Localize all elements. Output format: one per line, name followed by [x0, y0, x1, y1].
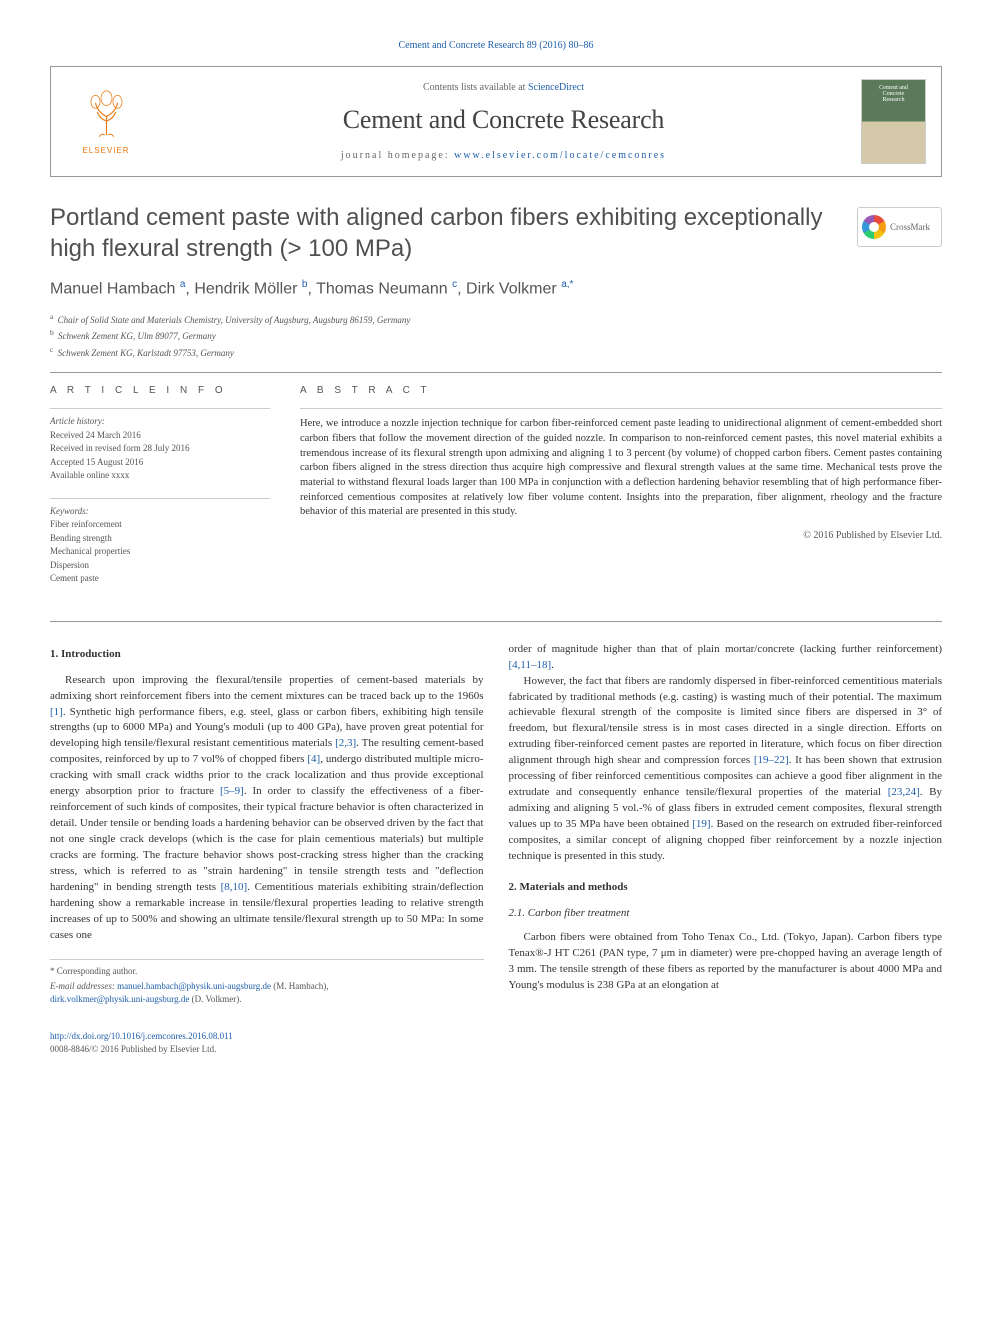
col2-paragraph-2: However, the fact that fibers are random… — [509, 674, 943, 865]
journal-cover-thumbnail: Cement and Concrete Research — [861, 79, 926, 164]
journal-name: Cement and Concrete Research — [146, 105, 861, 135]
email-1-name: (M. Hambach), — [273, 981, 328, 991]
author-1: Manuel Hambach — [50, 281, 175, 298]
sciencedirect-link[interactable]: ScienceDirect — [528, 82, 584, 93]
ref-23-24[interactable]: [23,24] — [888, 786, 920, 798]
doi-section: http://dx.doi.org/10.1016/j.cemconres.20… — [50, 1030, 484, 1056]
elsevier-text: ELSEVIER — [82, 146, 129, 155]
article-info-column: A R T I C L E I N F O Article history: R… — [50, 385, 270, 601]
email-line-2: dirk.volkmer@physik.uni-augsburg.de (D. … — [50, 993, 484, 1006]
author-2-sup[interactable]: b — [302, 279, 308, 290]
affiliation-a: a Chair of Solid State and Materials Che… — [50, 311, 942, 328]
article-title: Portland cement paste with aligned carbo… — [50, 202, 942, 264]
ref-19-22[interactable]: [19–22] — [754, 754, 789, 766]
contents-line: Contents lists available at ScienceDirec… — [146, 82, 861, 93]
top-citation-link[interactable]: Cement and Concrete Research 89 (2016) 8… — [50, 40, 942, 51]
email-2-name: (D. Volkmer). — [192, 994, 242, 1004]
intro-heading: 1. Introduction — [50, 647, 484, 663]
keywords-block: Keywords: Fiber reinforcement Bending st… — [50, 498, 270, 586]
elsevier-tree-icon — [79, 89, 134, 144]
online-date: Available online xxxx — [50, 469, 270, 483]
author-1-sup[interactable]: a — [180, 279, 186, 290]
cover-line3: Research — [883, 97, 905, 103]
ref-8-10[interactable]: [8,10] — [221, 881, 248, 893]
title-section: Portland cement paste with aligned carbo… — [50, 202, 942, 264]
contents-prefix: Contents lists available at — [423, 82, 525, 93]
journal-header: ELSEVIER Contents lists available at Sci… — [50, 66, 942, 177]
abstract-heading: A B S T R A C T — [300, 385, 942, 396]
accepted-date: Accepted 15 August 2016 — [50, 456, 270, 470]
body-columns: 1. Introduction Research upon improving … — [50, 642, 942, 1057]
article-info-heading: A R T I C L E I N F O — [50, 385, 270, 396]
keyword-2: Bending strength — [50, 532, 270, 546]
affiliations: a Chair of Solid State and Materials Che… — [50, 311, 942, 361]
page-container: Cement and Concrete Research 89 (2016) 8… — [0, 0, 992, 1096]
journal-homepage: journal homepage: www.elsevier.com/locat… — [146, 150, 861, 161]
keyword-4: Dispersion — [50, 559, 270, 573]
author-2: Hendrik Möller — [194, 281, 297, 298]
ref-19[interactable]: [19] — [692, 818, 710, 830]
email-2[interactable]: dirk.volkmer@physik.uni-augsburg.de — [50, 994, 189, 1004]
abstract-copyright: © 2016 Published by Elsevier Ltd. — [300, 530, 942, 541]
ref-4-11-18[interactable]: [4,11–18] — [509, 659, 552, 671]
email-line: E-mail addresses: manuel.hambach@physik.… — [50, 980, 484, 993]
ref-4[interactable]: [4] — [307, 753, 320, 765]
email-1[interactable]: manuel.hambach@physik.uni-augsburg.de — [117, 981, 271, 991]
ref-2-3[interactable]: [2,3] — [335, 737, 356, 749]
info-abstract-row: A R T I C L E I N F O Article history: R… — [50, 385, 942, 601]
issn-line: 0008-8846/© 2016 Published by Elsevier L… — [50, 1043, 484, 1056]
methods-paragraph-1: Carbon fibers were obtained from Toho Te… — [509, 930, 943, 994]
authors-line: Manuel Hambach a, Hendrik Möller b, Thom… — [50, 279, 942, 298]
author-4: Dirk Volkmer — [466, 281, 557, 298]
affiliation-b: b Schwenk Zement KG, Ulm 89077, Germany — [50, 327, 942, 344]
article-history-block: Article history: Received 24 March 2016 … — [50, 408, 270, 483]
crossmark-badge[interactable]: CrossMark — [857, 207, 942, 247]
subsection-heading: 2.1. Carbon fiber treatment — [509, 906, 943, 922]
ref-5-9[interactable]: [5–9] — [220, 785, 244, 797]
divider-bottom — [50, 621, 942, 622]
affiliation-c: c Schwenk Zement KG, Karlstadt 97753, Ge… — [50, 344, 942, 361]
corresponding-note: * Corresponding author. — [50, 965, 484, 978]
elsevier-logo: ELSEVIER — [66, 82, 146, 162]
author-3-sup[interactable]: c — [452, 279, 457, 290]
left-column: 1. Introduction Research upon improving … — [50, 642, 484, 1057]
abstract-column: A B S T R A C T Here, we introduce a noz… — [300, 385, 942, 601]
keywords-label: Keywords: — [50, 505, 270, 519]
divider-top — [50, 372, 942, 373]
author-4-sup[interactable]: a, — [561, 279, 569, 290]
keyword-5: Cement paste — [50, 572, 270, 586]
header-center: Contents lists available at ScienceDirec… — [146, 82, 861, 161]
methods-heading: 2. Materials and methods — [509, 880, 943, 896]
email-prefix: E-mail addresses: — [50, 981, 115, 991]
keyword-3: Mechanical properties — [50, 545, 270, 559]
author-3: Thomas Neumann — [316, 281, 448, 298]
crossmark-icon — [862, 215, 886, 239]
homepage-prefix: journal homepage: — [341, 150, 450, 161]
doi-link[interactable]: http://dx.doi.org/10.1016/j.cemconres.20… — [50, 1030, 484, 1043]
abstract-text: Here, we introduce a nozzle injection te… — [300, 408, 942, 520]
right-column: order of magnitude higher than that of p… — [509, 642, 943, 1057]
received-date: Received 24 March 2016 — [50, 429, 270, 443]
homepage-link[interactable]: www.elsevier.com/locate/cemconres — [454, 150, 666, 161]
ref-1[interactable]: [1] — [50, 706, 63, 718]
intro-paragraph-1: Research upon improving the flexural/ten… — [50, 673, 484, 944]
corresponding-star[interactable]: * — [570, 279, 574, 290]
revised-date: Received in revised form 28 July 2016 — [50, 442, 270, 456]
footer-section: * Corresponding author. E-mail addresses… — [50, 959, 484, 1006]
keyword-1: Fiber reinforcement — [50, 518, 270, 532]
crossmark-label: CrossMark — [890, 222, 930, 232]
history-label: Article history: — [50, 415, 270, 429]
col2-continuation: order of magnitude higher than that of p… — [509, 642, 943, 674]
